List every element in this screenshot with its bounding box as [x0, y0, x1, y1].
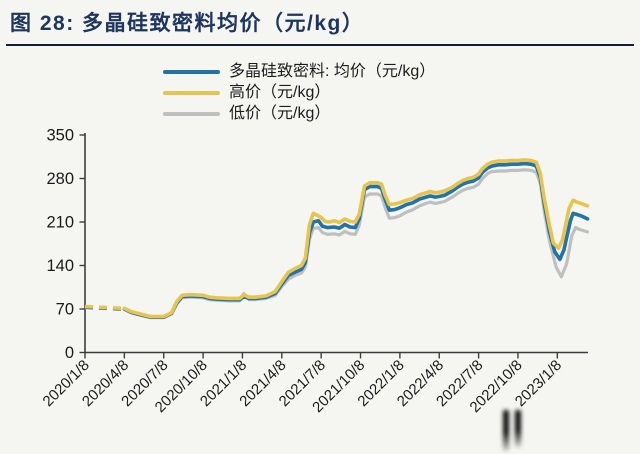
figure-title: 图 28: 多晶硅致密料均价（元/kg）: [10, 12, 365, 35]
series-dashed-1: [84, 304, 125, 311]
y-tick-label: 210: [46, 213, 74, 231]
y-tick-label: 350: [46, 126, 74, 144]
watermark-smudge: [500, 410, 528, 454]
y-tick-label: 70: [56, 300, 74, 318]
series-line-1: [122, 158, 590, 319]
legend-item-2: 低价（元/kg）: [163, 103, 435, 124]
smudge-bar: [503, 410, 509, 451]
y-tick-label: 0: [65, 344, 74, 362]
smudge-bar: [515, 410, 521, 447]
legend-label: 低价（元/kg）: [229, 105, 331, 122]
y-tick-label: 280: [46, 170, 74, 188]
legend-line-swatch: [163, 111, 220, 116]
chart-legend: 多晶硅致密料: 均价（元/kg） 高价（元/kg） 低价（元/kg）: [163, 61, 435, 124]
title-divider: [6, 44, 634, 46]
legend-item-0: 多晶硅致密料: 均价（元/kg）: [163, 61, 435, 82]
legend-item-1: 高价（元/kg）: [163, 82, 435, 103]
legend-label: 多晶硅致密料: 均价（元/kg）: [229, 63, 436, 80]
y-tick-label: 140: [46, 257, 74, 275]
legend-label: 高价（元/kg）: [229, 84, 331, 101]
legend-line-swatch: [163, 90, 220, 95]
legend-line-swatch: [163, 69, 220, 74]
